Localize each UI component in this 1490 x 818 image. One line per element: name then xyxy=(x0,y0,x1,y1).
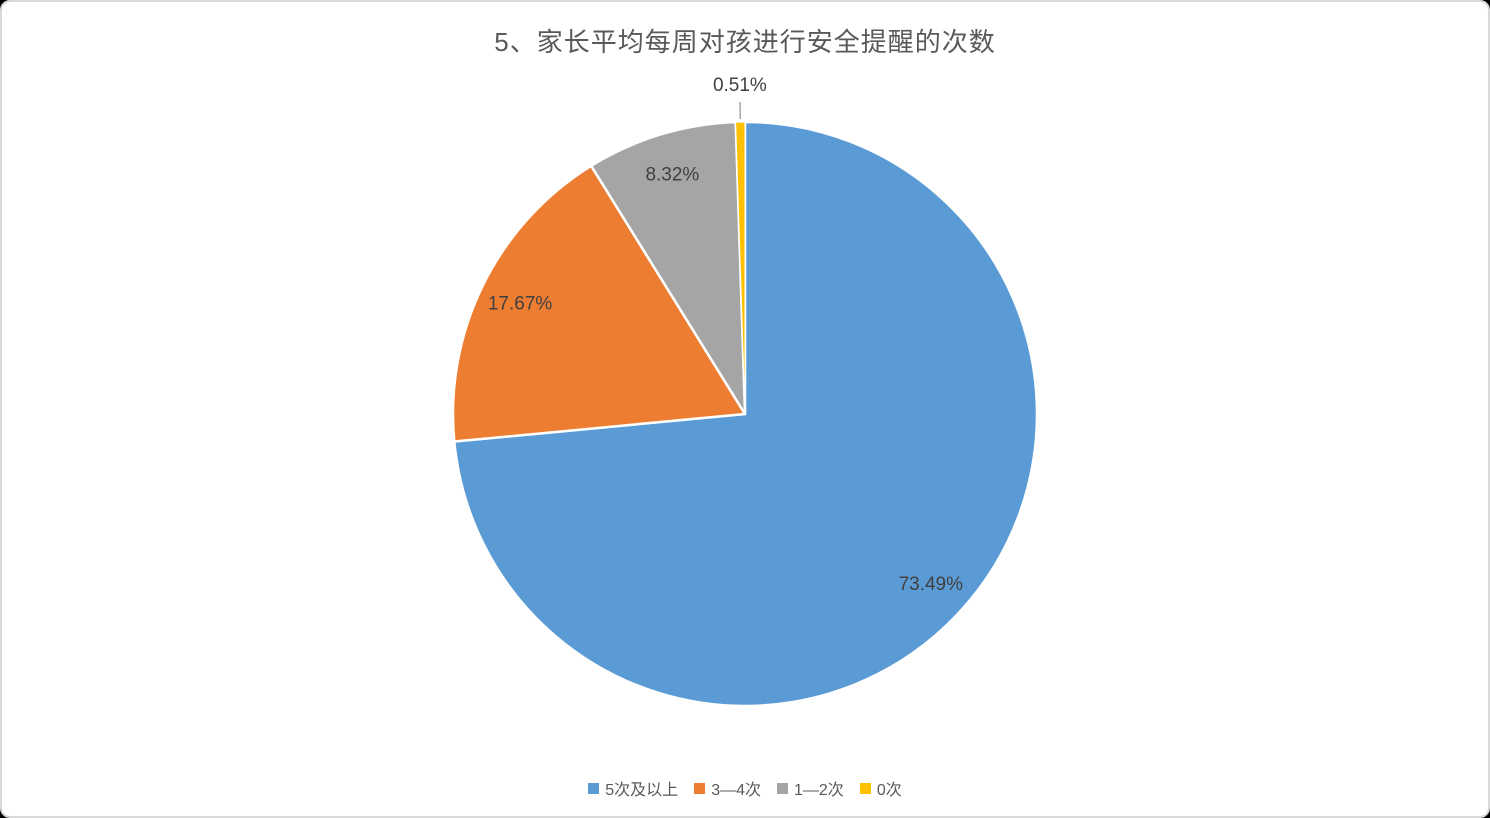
legend-item-4[interactable]: 0次 xyxy=(859,776,902,800)
data-label-1: 73.49% xyxy=(899,574,964,595)
legend-label: 0次 xyxy=(876,782,902,799)
legend-swatch-icon xyxy=(777,782,788,794)
pie-slice-2[interactable] xyxy=(451,164,747,443)
legend-item-2[interactable]: 3—4次 xyxy=(694,776,761,800)
pie-slice-3[interactable] xyxy=(589,120,747,416)
legend-item-1[interactable]: 5次及以上 xyxy=(588,776,678,800)
legend-swatch-icon xyxy=(859,782,871,794)
legend-swatch-icon xyxy=(588,782,600,794)
legend-label: 5次及以上 xyxy=(605,782,679,799)
pie-slice-4[interactable] xyxy=(735,121,746,415)
legend-label: 1—2次 xyxy=(794,782,844,799)
chart-title: 5、家长平均每周对孩进行安全提醒的次数 xyxy=(494,27,996,57)
data-label-2: 17.67% xyxy=(488,293,553,314)
legend-swatch-icon xyxy=(694,782,706,794)
legend-item-3[interactable]: 1—2次 xyxy=(777,776,844,800)
chart-legend: 5次及以上 3—4次 1—2次 0次 xyxy=(2,776,1488,800)
data-label-3: 8.32% xyxy=(645,165,699,186)
legend-label: 3—4次 xyxy=(711,782,761,799)
data-label-4: 0.51% xyxy=(713,75,767,96)
